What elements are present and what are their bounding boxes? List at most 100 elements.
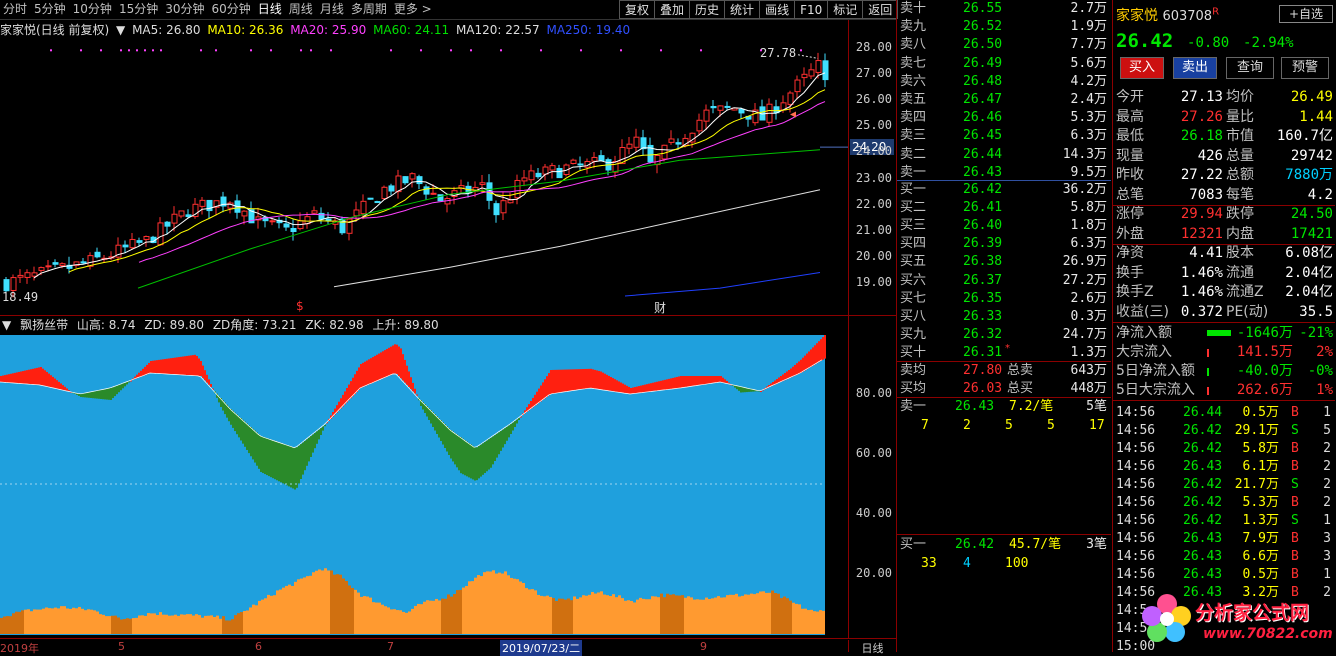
period-tab[interactable]: 分时 [3,2,28,16]
period-tab[interactable]: 15分钟 [118,2,159,16]
tick-row[interactable]: 14:56 26.43 3.2万 B 2 [1113,584,1335,602]
ribbon-segment [136,374,138,379]
volume-bar [540,595,543,634]
quote-label: 总笔 [1116,186,1144,203]
ribbon-segment [810,349,812,367]
book-row[interactable]: 买三 26.40 1.8万 [897,217,1111,235]
volume-bar [534,590,537,634]
sell-button[interactable]: 卖出 [1173,57,1217,79]
quote-value: 7083 [1189,186,1223,203]
book-row[interactable]: 卖七 26.49 5.6万 [897,55,1111,73]
candle-body [822,60,829,81]
book-row[interactable]: 买八 26.33 0.3万 [897,308,1111,326]
book-row[interactable]: 买一 26.42 36.2万 [897,181,1111,199]
toolbar-button[interactable]: F10 [794,0,829,19]
tick-row[interactable]: 14:56 26.42 5.3万 B 2 [1113,494,1335,512]
flow-row: 净流入额 -1646万 -21% [1113,324,1335,342]
toolbar-button[interactable]: 叠加 [654,0,691,19]
book-row[interactable]: 卖四 26.46 5.3万 [897,109,1111,127]
book-row[interactable]: 卖一 26.43 9.5万 [897,164,1111,182]
quote-value: 7880万 [1285,167,1333,183]
toolbar-button[interactable]: 历史 [689,0,726,19]
tick-row[interactable]: 14:56 26.43 7.9万 B 3 [1113,530,1335,548]
tick-row[interactable]: 14:56 26.42 1.3万 S 1 [1113,512,1335,530]
book-row[interactable]: 卖二 26.44 14.3万 [897,146,1111,164]
toolbar-button[interactable]: 复权 [619,0,656,19]
buy-button[interactable]: 买入 [1120,57,1164,79]
volume-bar [171,615,174,634]
tick-row[interactable]: 14:56 26.43 0.5万 B 1 [1113,566,1335,584]
book-row[interactable]: 买四 26.39 6.3万 [897,235,1111,253]
toolbar-button[interactable]: 标记 [827,0,864,19]
tick-row[interactable]: 14:5 [1113,620,1335,638]
ribbon-segment [698,376,700,386]
ribbon-segment [674,377,676,389]
ribbon-segment [382,351,384,379]
book-row[interactable]: 卖十 26.55 2.7万 [897,0,1111,18]
ribbon-segment [558,369,560,393]
tick-row[interactable]: 14:56 26.42 5.8万 B 2 [1113,440,1335,458]
query-button[interactable]: 查询 [1226,57,1274,79]
ribbon-segment [678,376,680,389]
tick-row[interactable]: 15:00 [1113,638,1335,656]
tick-row[interactable]: 14:56 26.42 21.7万 S 2 [1113,476,1335,494]
ribbon-segment [484,441,486,474]
event-marker[interactable]: $ [296,299,304,313]
book-row[interactable]: 买十 26.31 1.3万 [897,344,1111,362]
toolbar-button[interactable]: 画线 [759,0,796,19]
ribbon-segment [468,442,470,478]
book-row[interactable]: 卖三 26.45 6.3万 [897,127,1111,145]
indicator-name: 飘扬丝带 [20,318,69,332]
toolbar-button[interactable]: 返回 [862,0,899,19]
zixuan-button[interactable]: +自选 [1279,5,1333,23]
book-row[interactable]: 买九 26.32 24.7万 [897,326,1111,344]
tick-row[interactable]: 14:56 26.42 29.1万 S 5 [1113,422,1335,440]
volume-bar [681,595,684,634]
tick-side: B [1291,531,1299,546]
period-tab[interactable]: 10分钟 [72,2,112,16]
book-row[interactable]: 卖六 26.48 4.2万 [897,73,1111,91]
book-row[interactable]: 卖九 26.52 1.9万 [897,18,1111,36]
tick-row[interactable]: 14:5 [1113,602,1335,620]
book-row[interactable]: 卖五 26.47 2.4万 [897,91,1111,109]
ribbon-segment [368,359,370,385]
alert-button[interactable]: 预警 [1281,57,1329,79]
book-price: 26.38 [963,254,1003,270]
ribbon-indicator-chart[interactable] [0,316,848,638]
period-tab[interactable]: 30分钟 [165,2,205,16]
period-tab[interactable]: 周线 [288,2,313,16]
volume-bar [501,573,504,634]
ribbon-segment [310,436,312,457]
volume-bar [699,599,702,634]
kline-chart[interactable]: 27.78 18.49 $ 财 [0,20,848,315]
ribbon-segment [304,440,306,471]
period-tab[interactable]: 5分钟 [34,2,66,16]
tick-row[interactable]: 14:56 26.44 0.5万 B 1 [1113,404,1335,422]
ribbon-segment [150,361,152,373]
ribbon-segment [814,345,816,365]
book-row[interactable]: 卖八 26.50 7.7万 [897,36,1111,54]
volume-bar [18,611,21,634]
period-tab[interactable]: 多周期 [350,2,387,16]
volume-bar [585,595,588,634]
period-tab[interactable]: 日线 [257,2,282,16]
period-tab[interactable]: 月线 [319,2,344,16]
tick-row[interactable]: 14:56 26.43 6.6万 B 3 [1113,548,1335,566]
period-tab[interactable]: 60分钟 [211,2,251,16]
book-row[interactable]: 买五 26.38 26.9万 [897,253,1111,271]
book-row[interactable]: 买二 26.41 5.8万 [897,199,1111,217]
ribbon-segment [556,369,558,394]
ribbon-segment [624,384,626,394]
quote-value: 6.08亿 [1285,245,1333,261]
book-row[interactable]: 买七 26.35 2.6万 [897,290,1111,308]
toolbar-button[interactable]: 统计 [724,0,761,19]
tick-row[interactable]: 14:56 26.43 6.1万 B 2 [1113,458,1335,476]
ribbon-segment [110,388,112,400]
period-tab[interactable]: 更多 > [393,2,432,16]
queue-number: 5 [1005,418,1013,433]
ribbon-segment [684,376,686,388]
ribbon-segment [632,387,634,394]
dropdown-icon[interactable]: ▼ [116,23,126,37]
book-row[interactable]: 买六 26.37 27.2万 [897,272,1111,290]
finance-marker[interactable]: 财 [654,301,666,315]
